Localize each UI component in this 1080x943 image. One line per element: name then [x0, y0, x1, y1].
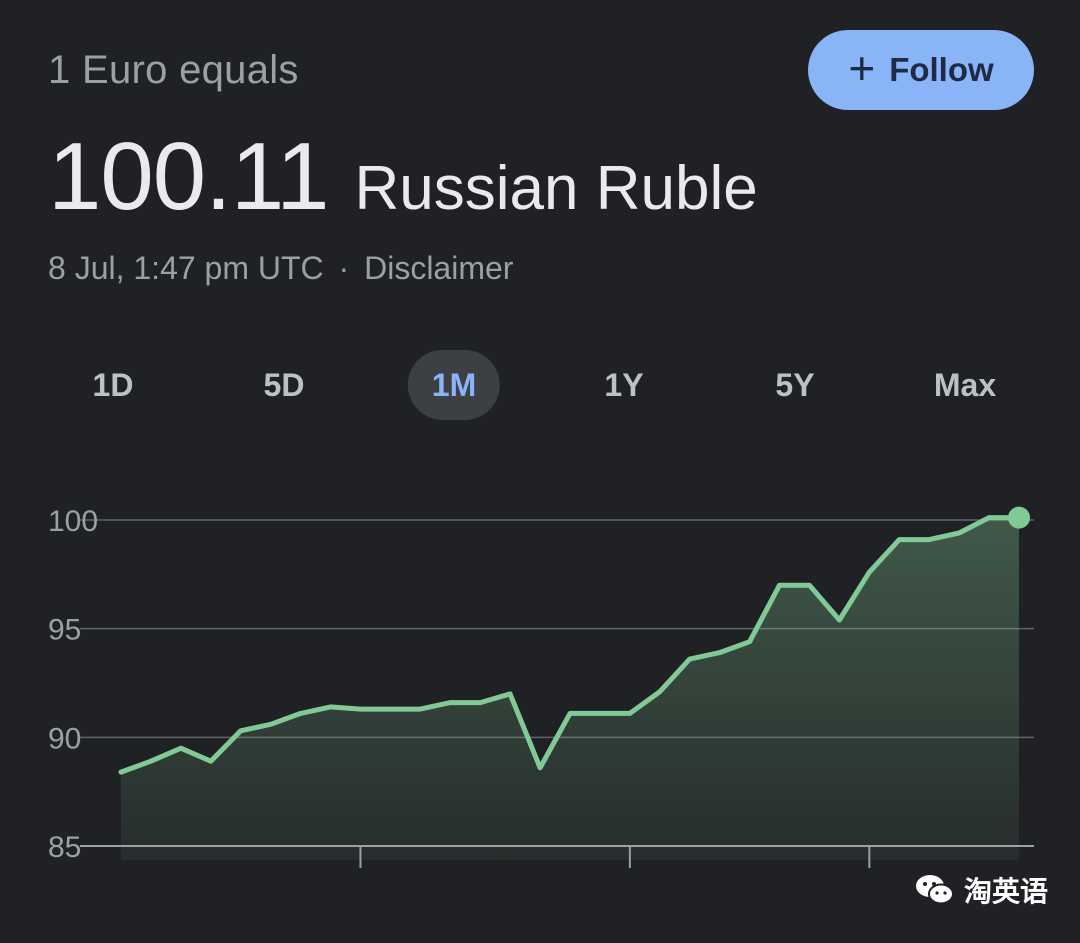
range-tab-5y[interactable]: 5Y [775, 367, 815, 403]
y-tick-label: 100 [48, 505, 98, 538]
plus-icon: + [848, 42, 876, 94]
disclaimer-link[interactable]: Disclaimer [364, 250, 514, 286]
follow-label: Follow [889, 51, 994, 88]
timestamp: 8 Jul, 1:47 pm UTC [48, 250, 324, 286]
follow-button[interactable]: + Follow [808, 30, 1034, 110]
chart-series-line [118, 515, 1022, 775]
separator: · [338, 250, 350, 286]
chart-current-point [1008, 506, 1030, 529]
range-tab-max[interactable]: Max [933, 367, 997, 403]
range-selector: 1D 5D 1M 1Y 5Y Max [0, 350, 1080, 420]
chart-area-fill [121, 517, 1019, 860]
range-tab-1m[interactable]: 1M [407, 350, 501, 420]
header-subtitle: 1 Euro equals [48, 48, 299, 92]
watermark: 淘英语 [914, 870, 1048, 910]
y-tick-label: 95 [48, 614, 81, 647]
watermark-text: 淘英语 [964, 876, 1049, 907]
range-tab-1d[interactable]: 1D [92, 367, 134, 403]
timestamp-line: 8 Jul, 1:47 pm UTC · Disclaimer [48, 250, 513, 287]
exchange-rate: 100.11 [48, 123, 329, 230]
currency-name: Russian Ruble [354, 154, 758, 223]
y-tick-label: 85 [48, 831, 81, 864]
y-tick-label: 90 [48, 722, 81, 755]
range-tab-1y[interactable]: 1Y [604, 367, 644, 403]
range-tab-5d[interactable]: 5D [263, 367, 305, 403]
wechat-icon [916, 875, 954, 905]
headline: 100.11 Russian Ruble [48, 122, 758, 232]
